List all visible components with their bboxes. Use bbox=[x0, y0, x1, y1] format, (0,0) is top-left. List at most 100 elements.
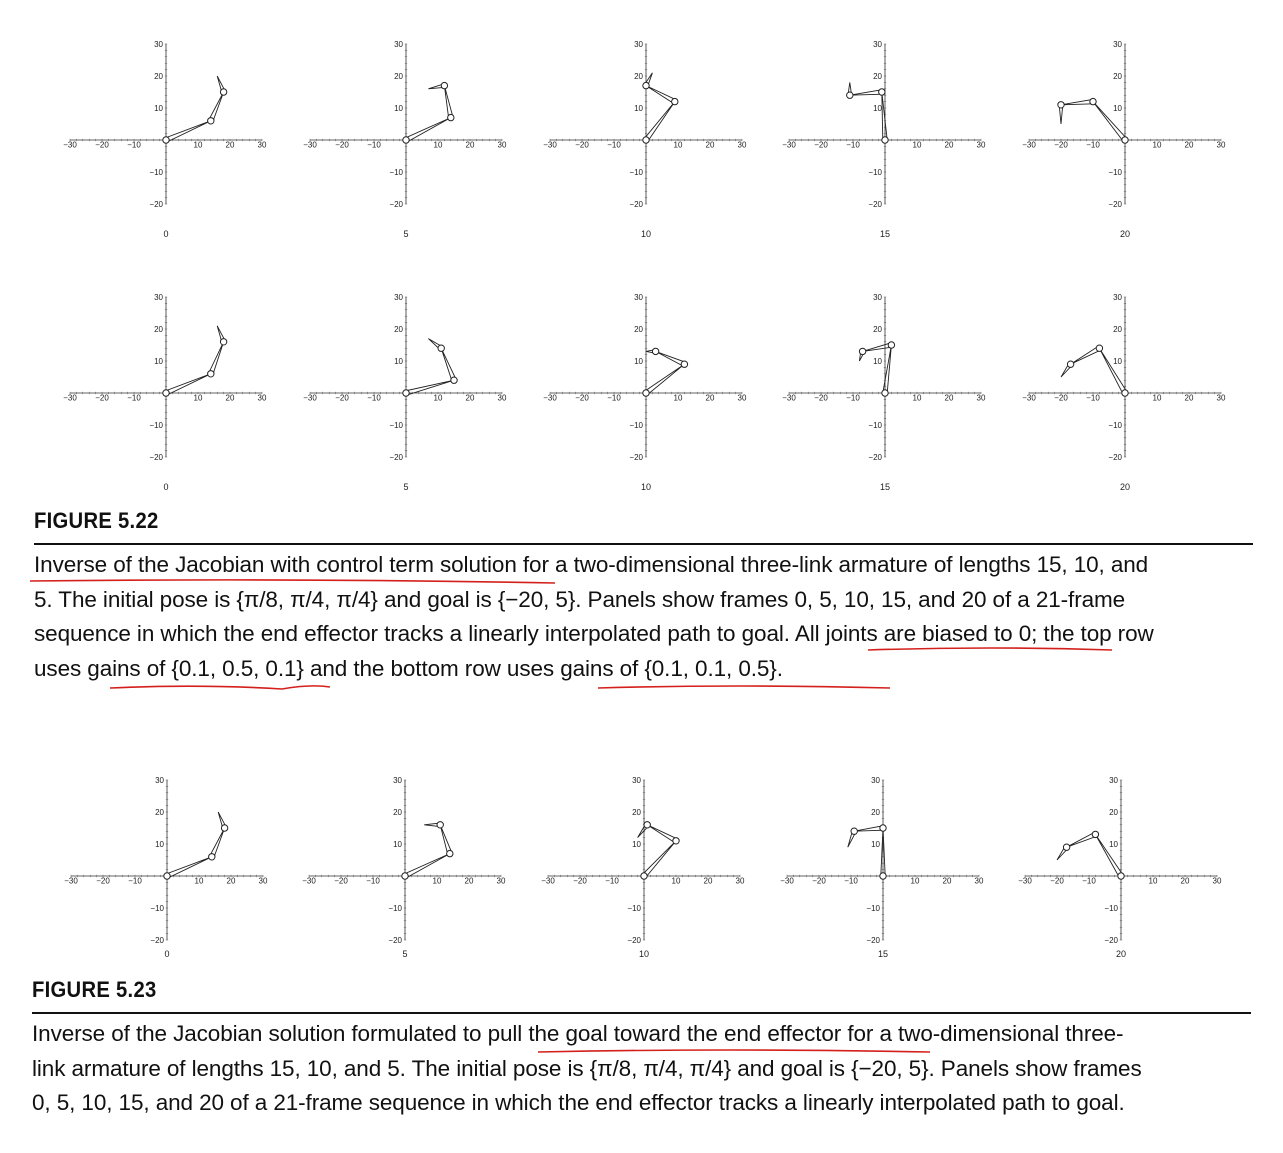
y-tick-label: −20 bbox=[629, 200, 643, 209]
y-tick-label: −10 bbox=[389, 421, 403, 430]
x-tick-label: −20 bbox=[334, 877, 348, 886]
y-tick-label: −20 bbox=[149, 453, 163, 462]
y-tick-label: 20 bbox=[871, 808, 880, 817]
armature-joint bbox=[1057, 101, 1065, 109]
armature-joint bbox=[207, 117, 215, 125]
armature-joint bbox=[846, 91, 854, 99]
armature-panel: −30 −20 −10 10 20 30 30 20 10 −10 −20 20 bbox=[1022, 40, 1226, 239]
x-tick-label: −30 bbox=[1022, 394, 1036, 403]
armature-joint bbox=[450, 376, 458, 384]
y-tick-label: 30 bbox=[394, 40, 403, 49]
figure-5-23-rule bbox=[32, 1012, 1251, 1014]
frame-label: 5 bbox=[403, 482, 408, 492]
armature-joint bbox=[446, 849, 454, 858]
figure-5-22-label: FIGURE 5.22 bbox=[34, 508, 159, 533]
x-tick-label: 20 bbox=[706, 141, 715, 150]
x-tick-label: −10 bbox=[846, 141, 860, 150]
x-tick-label: 30 bbox=[498, 394, 507, 403]
y-tick-label: 10 bbox=[871, 840, 880, 849]
caption-line: Inverse of the Jacobian solution formula… bbox=[32, 1021, 1124, 1046]
y-tick-label: 20 bbox=[1109, 808, 1118, 817]
x-tick-label: 30 bbox=[259, 877, 268, 886]
frame-label: 5 bbox=[403, 229, 408, 239]
y-tick-label: 30 bbox=[634, 40, 643, 49]
x-tick-label: −30 bbox=[303, 394, 317, 403]
y-tick-label: 20 bbox=[873, 325, 882, 334]
frame-label: 20 bbox=[1120, 482, 1130, 492]
y-tick-label: 20 bbox=[873, 72, 882, 81]
armature-joint bbox=[440, 81, 449, 90]
y-tick-label: 30 bbox=[1113, 40, 1122, 49]
frame-label: 15 bbox=[880, 229, 890, 239]
y-tick-label: 20 bbox=[632, 808, 641, 817]
armature-joint bbox=[642, 136, 650, 144]
y-tick-label: −10 bbox=[629, 421, 643, 430]
armature-joint bbox=[219, 88, 228, 96]
armature-joint bbox=[402, 389, 410, 397]
x-tick-label: 10 bbox=[913, 394, 922, 403]
frame-label: 10 bbox=[639, 949, 649, 959]
y-tick-label: −10 bbox=[1104, 904, 1118, 913]
x-tick-label: −10 bbox=[367, 394, 381, 403]
y-tick-label: −20 bbox=[868, 453, 882, 462]
armature-joint bbox=[878, 88, 886, 96]
x-tick-label: 10 bbox=[913, 141, 922, 150]
figure-5-23-label: FIGURE 5.23 bbox=[32, 977, 157, 1002]
y-tick-label: 10 bbox=[393, 840, 402, 849]
armature-joint bbox=[220, 824, 229, 832]
y-tick-label: 10 bbox=[155, 840, 164, 849]
armature-panel: −30 −20 −10 10 20 30 30 20 10 −10 −20 20 bbox=[1018, 776, 1222, 959]
armature-joint bbox=[671, 97, 679, 106]
y-tick-label: 20 bbox=[634, 72, 643, 81]
armature-joint bbox=[401, 872, 409, 880]
x-tick-label: 10 bbox=[672, 877, 681, 886]
x-tick-label: −30 bbox=[63, 394, 77, 403]
y-tick-label: 10 bbox=[634, 357, 643, 366]
y-tick-label: 20 bbox=[154, 72, 163, 81]
x-tick-label: 10 bbox=[194, 394, 203, 403]
x-tick-label: 10 bbox=[1153, 141, 1162, 150]
figure-5-23-caption: Inverse of the Jacobian solution formula… bbox=[32, 1017, 1142, 1121]
caption-line: sequence in which the end effector track… bbox=[34, 621, 1154, 646]
x-tick-label: 30 bbox=[977, 141, 986, 150]
y-tick-label: −10 bbox=[389, 168, 403, 177]
armature-joint bbox=[437, 344, 445, 352]
x-tick-label: 20 bbox=[945, 394, 954, 403]
x-tick-label: 10 bbox=[1153, 394, 1162, 403]
armature-joint bbox=[642, 389, 650, 397]
armature-joint bbox=[881, 136, 889, 144]
x-tick-label: −30 bbox=[63, 141, 77, 150]
y-tick-label: −10 bbox=[1108, 168, 1122, 177]
armature-joint bbox=[1095, 344, 1104, 352]
armature-joint bbox=[651, 347, 660, 356]
y-tick-label: −20 bbox=[1108, 453, 1122, 462]
armature-joint bbox=[643, 821, 651, 829]
x-tick-label: −20 bbox=[814, 394, 828, 403]
y-tick-label: 30 bbox=[154, 293, 163, 302]
caption-line: uses gains of {0.1, 0.5, 0.1} and the bo… bbox=[34, 655, 783, 681]
x-tick-label: −20 bbox=[575, 394, 589, 403]
x-tick-label: 30 bbox=[736, 877, 745, 886]
x-tick-label: −30 bbox=[782, 141, 796, 150]
x-tick-label: 20 bbox=[226, 394, 235, 403]
armature-panel: −30 −20 −10 10 20 30 30 20 10 −10 −20 20 bbox=[1022, 293, 1226, 492]
x-tick-label: −10 bbox=[127, 394, 141, 403]
frame-label: 0 bbox=[163, 482, 168, 492]
y-tick-label: 10 bbox=[394, 104, 403, 113]
armature-joint bbox=[850, 827, 858, 835]
x-tick-label: −10 bbox=[1086, 394, 1100, 403]
x-tick-label: −10 bbox=[366, 877, 380, 886]
y-tick-label: −10 bbox=[150, 904, 164, 913]
x-tick-label: 30 bbox=[738, 141, 747, 150]
armature-joint bbox=[436, 821, 444, 829]
y-tick-label: −10 bbox=[1108, 421, 1122, 430]
x-tick-label: 20 bbox=[706, 394, 715, 403]
x-tick-label: −30 bbox=[1022, 141, 1036, 150]
x-tick-label: −10 bbox=[128, 877, 142, 886]
y-tick-label: 30 bbox=[873, 40, 882, 49]
x-tick-label: 10 bbox=[434, 394, 443, 403]
armature-joint bbox=[1066, 360, 1075, 368]
frame-label: 20 bbox=[1120, 229, 1130, 239]
